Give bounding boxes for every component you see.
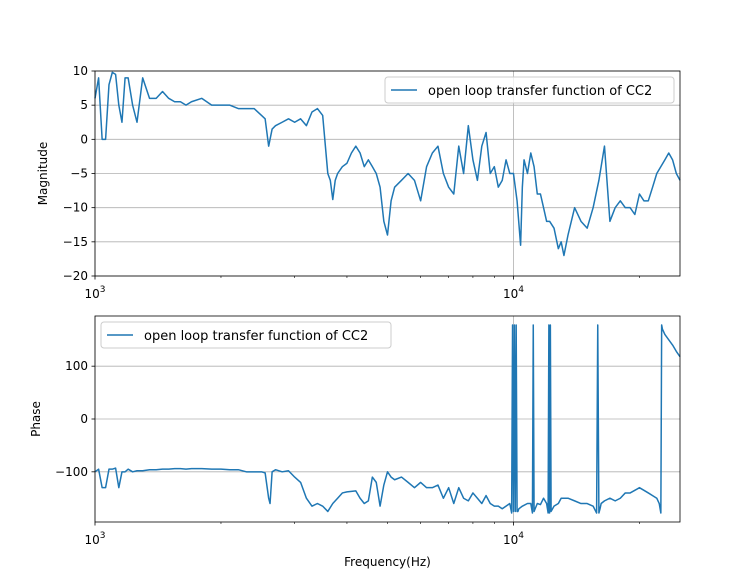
y-tick-label: −15 [63,235,88,249]
phase-legend-label: open loop transfer function of CC2 [144,329,368,344]
phase-ticks: −100 0 100 103 104 [55,359,640,547]
y-tick-label: 5 [80,98,88,112]
phase-axes-frame [94,315,681,523]
x-tick-label: 104 [503,531,524,547]
y-tick-label: −100 [55,465,88,479]
phase-xlabel: Frequency(Hz) [344,555,431,569]
magnitude-legend-box [384,76,675,104]
magnitude-legend: open loop transfer function of CC2 [384,76,675,104]
phase-panel: −100 0 100 103 104 Phase Frequency(Hz) open … [29,315,681,569]
magnitude-series-line [94,71,681,257]
x-tick-label: 103 [84,531,105,547]
y-tick-label: −20 [63,269,88,283]
y-tick-label: −5 [70,167,88,181]
magnitude-ylabel: Magnitude [36,142,50,206]
phase-ylabel: Phase [29,401,43,437]
phase-legend: open loop transfer function of CC2 [100,321,392,349]
y-tick-label: 100 [65,359,88,373]
magnitude-axes-frame [94,70,681,277]
x-tick-label: 104 [503,285,524,301]
magnitude-panel: −20 −15 −10 −5 0 5 10 103 104 Magnitude open loo… [36,64,681,301]
x-tick-label: 103 [84,285,105,301]
y-tick-label: 0 [80,132,88,146]
y-tick-label: 0 [80,412,88,426]
phase-series-line [94,324,681,514]
y-tick-label: −10 [63,201,88,215]
phase-legend-box [100,321,392,349]
magnitude-ticks: −20 −15 −10 −5 0 5 10 103 104 [63,64,640,301]
magnitude-legend-label: open loop transfer function of CC2 [428,84,652,99]
y-tick-label: 10 [73,64,88,78]
